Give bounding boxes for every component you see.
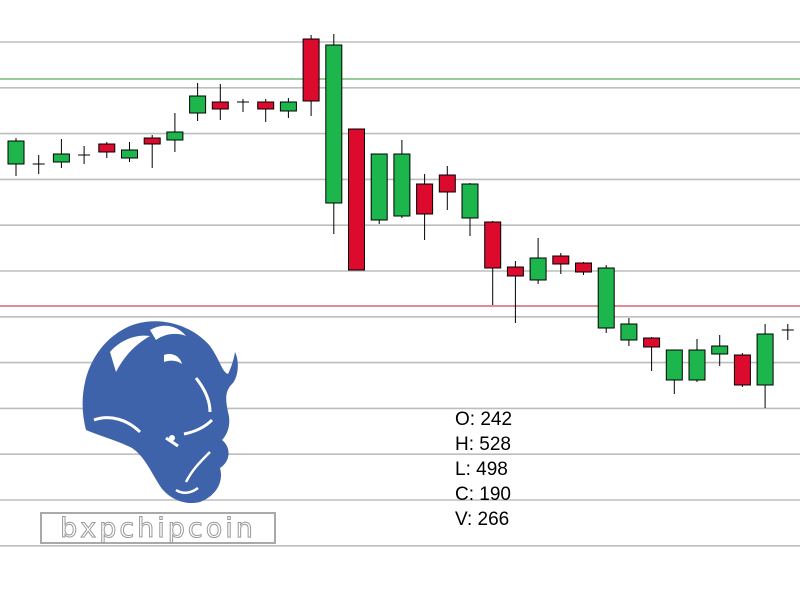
candle-up [121,149,138,159]
candle-up [711,345,729,355]
open-value: O: 242 [455,409,513,430]
candle-up [665,349,683,381]
candle-up [279,101,297,112]
candle-down [484,221,502,269]
candle-down [348,128,365,271]
candle-up [7,140,25,165]
candle-down [98,143,116,153]
candle-down [506,266,524,277]
brand-watermark: bxpchipcoin [40,512,276,544]
rhino-logo-icon [82,321,238,504]
low-value: L: 498 [455,459,508,480]
close-value: C: 190 [455,484,511,505]
candle-up [688,349,706,381]
ohlc-readout: O: 242 H: 528 L: 498 C: 190 V: 266 [455,407,512,532]
candle-up [189,95,207,114]
candle-down [257,101,275,110]
brand-name: bxpchipcoin [60,512,256,544]
candle-up [166,131,184,141]
candle-up [597,267,615,329]
grid-lines [0,41,800,547]
candle-down [438,174,456,193]
candle-up [370,153,388,221]
volume-value: V: 266 [455,509,510,530]
candle-down [575,262,592,273]
candle-up [529,257,547,281]
candle-down [416,183,434,215]
candle-down [552,255,570,265]
candle-down [302,38,320,102]
candle-down [733,354,751,386]
candle-down [143,137,161,145]
reference-lines [0,78,800,307]
high-value: H: 528 [455,434,511,455]
candle-down [211,101,229,110]
candle-down [643,337,661,348]
candles [7,34,794,408]
candle-up [393,153,411,217]
candle-up [325,44,343,204]
candle-up [461,183,479,219]
candle-up [756,333,774,386]
candle-up [620,323,638,341]
candle-up [52,153,70,163]
